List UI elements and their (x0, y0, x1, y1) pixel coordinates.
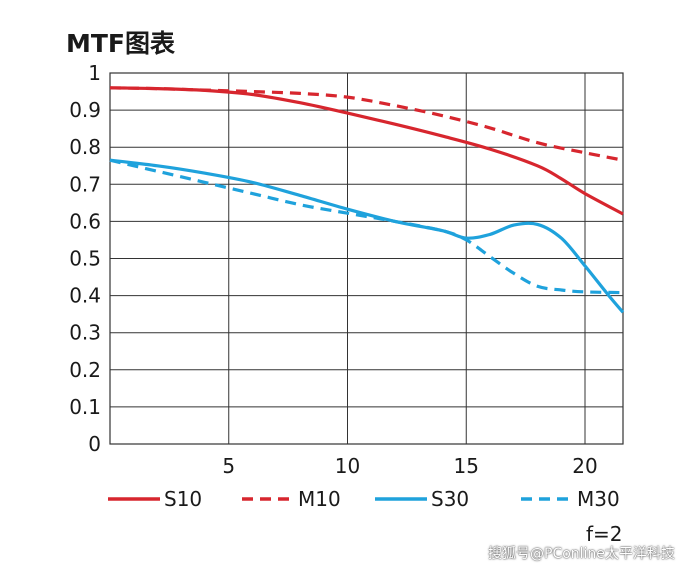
y-tick-label: 0.1 (69, 395, 101, 419)
y-tick-label: 0.3 (69, 321, 101, 345)
series-line-m10 (109, 86, 624, 162)
series-line-s30 (109, 158, 625, 314)
series-line-s10 (109, 86, 624, 216)
y-tick-label: 0.7 (69, 172, 101, 196)
grid (109, 72, 624, 445)
y-tick-label: 0.6 (69, 209, 101, 233)
x-tick-label: 15 (454, 454, 479, 478)
x-tick-label: 5 (222, 454, 235, 478)
y-tick-label: 0.5 (69, 247, 101, 271)
y-tick-label: 0.2 (69, 358, 101, 382)
tick-labels: 00.10.20.30.40.50.60.70.80.915 10 15 20 (69, 61, 598, 478)
series-lines (109, 86, 625, 314)
legend-label-s10: S10 (164, 487, 202, 511)
legend-label-s30: S30 (431, 487, 469, 511)
legend-label-m30: M30 (577, 487, 620, 511)
f-number-annotation: f=2 (586, 522, 623, 546)
series-line-m30 (109, 158, 624, 295)
plot-frame (109, 72, 624, 445)
y-tick-label: 0.4 (69, 284, 101, 308)
y-tick-label: 0.8 (69, 135, 101, 159)
x-tick-label: 20 (572, 454, 597, 478)
legend: S10 M10 S30 M30 (108, 487, 620, 511)
legend-label-m10: M10 (298, 487, 341, 511)
chart-title: MTF图表 (66, 29, 176, 58)
y-tick-label: 0 (88, 432, 101, 456)
y-tick-label: 0.9 (69, 98, 101, 122)
x-tick-label: 10 (335, 454, 360, 478)
watermark-text: 搜狐号@PConline太平洋科技 (488, 546, 675, 562)
y-tick-label: 1 (88, 61, 101, 85)
